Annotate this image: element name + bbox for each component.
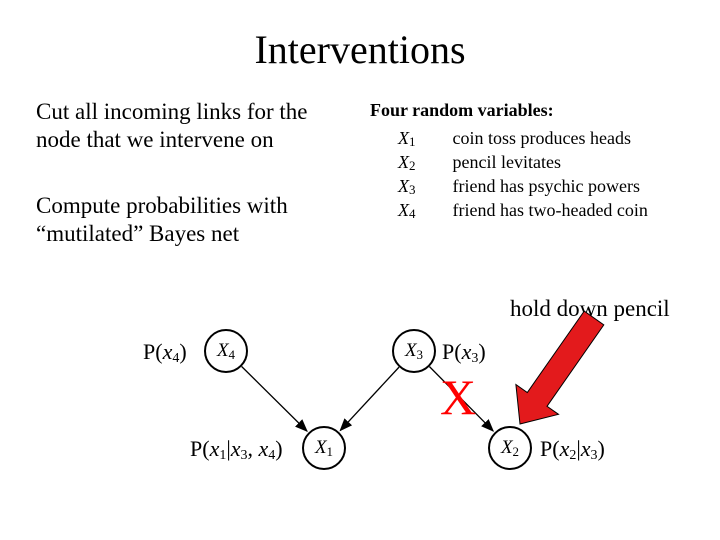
rv-desc-3: friend has psychic powers bbox=[453, 176, 640, 196]
paragraph-mutilated-bayes: Compute probabilities with “mutilated” B… bbox=[36, 192, 336, 248]
rv-desc-4: friend has two-headed coin bbox=[453, 200, 648, 220]
rv-heading: Four random variables: bbox=[370, 100, 554, 121]
label-p-x3: P(x3) bbox=[442, 339, 486, 367]
node-x1: X1 bbox=[302, 426, 346, 470]
rv-row-2: X2 pencil levitates bbox=[398, 152, 648, 176]
rv-row-3: X3 friend has psychic powers bbox=[398, 176, 648, 200]
label-p-x4: P(x4) bbox=[143, 339, 187, 367]
label-p-x2-given-x3: P(x2|x3) bbox=[540, 436, 605, 464]
rv-list: X1 coin toss produces heads X2 pencil le… bbox=[398, 128, 648, 224]
paragraph-cut-links: Cut all incoming links for the node that… bbox=[36, 98, 336, 154]
slide-title: Interventions bbox=[0, 26, 720, 73]
slide: Interventions Cut all incoming links for… bbox=[0, 0, 720, 540]
label-p-x1-given-x3-x4: P(x1|x3, x4) bbox=[190, 436, 283, 464]
node-x2: X2 bbox=[488, 426, 532, 470]
cut-edge-marker: X bbox=[440, 368, 476, 426]
bayes-net-edges bbox=[0, 0, 720, 540]
rv-desc-1: coin toss produces heads bbox=[453, 128, 631, 148]
node-x4: X4 bbox=[204, 329, 248, 373]
rv-desc-2: pencil levitates bbox=[453, 152, 561, 172]
rv-row-4: X4 friend has two-headed coin bbox=[398, 200, 648, 224]
hold-down-pencil-label: hold down pencil bbox=[510, 296, 670, 322]
node-x3: X3 bbox=[392, 329, 436, 373]
rv-row-1: X1 coin toss produces heads bbox=[398, 128, 648, 152]
